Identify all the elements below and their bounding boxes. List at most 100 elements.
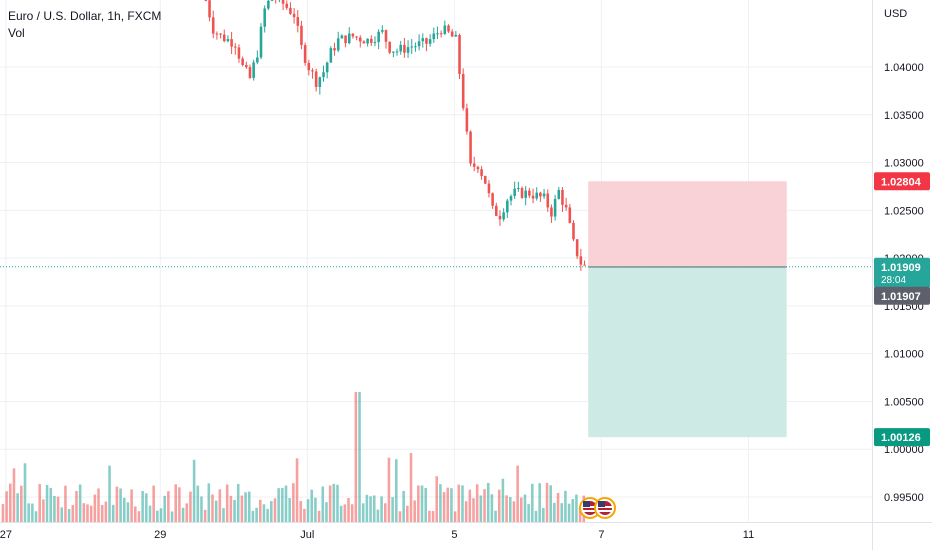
volume-bar: [218, 489, 222, 522]
volume-bar: [67, 509, 71, 522]
long-position-tool[interactable]: [0, 181, 872, 438]
candle-body: [550, 207, 553, 217]
volume-bar: [233, 499, 236, 522]
candle-body: [575, 239, 579, 257]
volume-bar: [178, 487, 181, 522]
symbol-title[interactable]: Euro / U.S. Dollar, 1h, FXCM: [8, 9, 162, 23]
chart-legend: Euro / U.S. Dollar, 1h, FXCM Vol: [8, 8, 161, 42]
time-axis[interactable]: 27 29 Jul 5 7 11: [0, 529, 754, 541]
volume-bar: [45, 484, 49, 522]
volume-bar: [284, 485, 288, 522]
candle: [568, 204, 572, 224]
candle-body: [270, 0, 274, 1]
volume-bar: [325, 502, 328, 522]
volume-indicator-label[interactable]: Vol: [8, 26, 25, 40]
candle: [373, 36, 377, 47]
candle-body: [208, 0, 211, 18]
volume-bar: [159, 508, 163, 522]
candle: [248, 64, 252, 80]
candle: [476, 165, 480, 173]
volume-bar: [288, 498, 291, 522]
candle: [292, 8, 296, 24]
candle-body: [425, 38, 428, 44]
candle-body: [366, 38, 369, 44]
candle-body: [410, 46, 414, 48]
candle-body: [289, 7, 292, 14]
candle-body: [421, 38, 425, 42]
candle-body: [447, 25, 450, 32]
candle: [447, 24, 450, 34]
candle-body: [307, 62, 311, 71]
candle: [524, 186, 527, 206]
candle: [458, 33, 461, 80]
candle-body: [355, 36, 358, 38]
candle: [421, 33, 425, 48]
candle: [395, 48, 399, 56]
volume-bar: [479, 495, 483, 522]
candle: [252, 59, 255, 81]
volume-bar: [328, 485, 332, 522]
volume-bar: [391, 497, 394, 522]
volume-bar: [303, 508, 306, 522]
volume-bar: [181, 507, 185, 522]
us-flag-icon-2[interactable]: [594, 497, 616, 519]
volume-bar: [236, 483, 240, 522]
economic-events[interactable]: [579, 497, 616, 519]
volume-bar: [457, 484, 461, 522]
candle: [333, 42, 336, 56]
time-tick-label: 27: [0, 529, 12, 541]
candle-body: [281, 0, 285, 4]
us-flag-icon[interactable]: [579, 497, 601, 519]
volume-bar: [277, 488, 280, 522]
volume-bar: [97, 488, 100, 522]
volume-bar: [339, 505, 343, 522]
candle-body: [502, 212, 505, 220]
volume-bar: [549, 485, 552, 522]
candle: [263, 5, 266, 33]
candle: [425, 37, 428, 52]
volume-bar: [9, 483, 12, 522]
candle-body: [351, 33, 355, 37]
price-tick-label: 1.00500: [884, 396, 924, 408]
candle-body: [241, 58, 244, 66]
volume-bar: [310, 489, 314, 522]
candle: [432, 27, 436, 43]
candle-body: [267, 0, 270, 9]
volume-bar: [542, 507, 545, 522]
candle-body: [406, 47, 410, 53]
candle-body: [472, 163, 476, 167]
candle: [575, 238, 579, 259]
volume-bar: [336, 484, 339, 522]
candle: [564, 197, 568, 211]
volume-bar: [439, 484, 442, 522]
volume-bar: [229, 495, 233, 522]
candle: [275, 0, 277, 4]
candle-body: [358, 37, 362, 42]
candle-body: [211, 17, 215, 34]
candle-body: [414, 46, 417, 48]
price-badge-value: 1.00126: [881, 432, 921, 444]
candle-body: [439, 33, 443, 35]
volume-bar: [240, 495, 244, 522]
volume-bar: [494, 510, 497, 522]
volume-bar: [534, 510, 538, 522]
volume-bar: [251, 510, 255, 522]
volume-bar: [71, 504, 75, 522]
candle: [502, 208, 505, 222]
volume-bar: [214, 500, 218, 522]
volume-bar: [115, 486, 119, 522]
candle: [392, 51, 395, 58]
volume-bar: [185, 503, 189, 522]
volume-bar: [255, 507, 258, 522]
candle-body: [458, 34, 461, 75]
candle: [399, 40, 402, 55]
candle: [572, 220, 575, 242]
candle: [509, 194, 513, 206]
candle-body: [417, 41, 421, 47]
volume-bar: [571, 499, 575, 522]
volume-bar: [512, 501, 516, 522]
candle: [329, 46, 333, 63]
price-badge-stop: 1.02804: [874, 172, 930, 191]
